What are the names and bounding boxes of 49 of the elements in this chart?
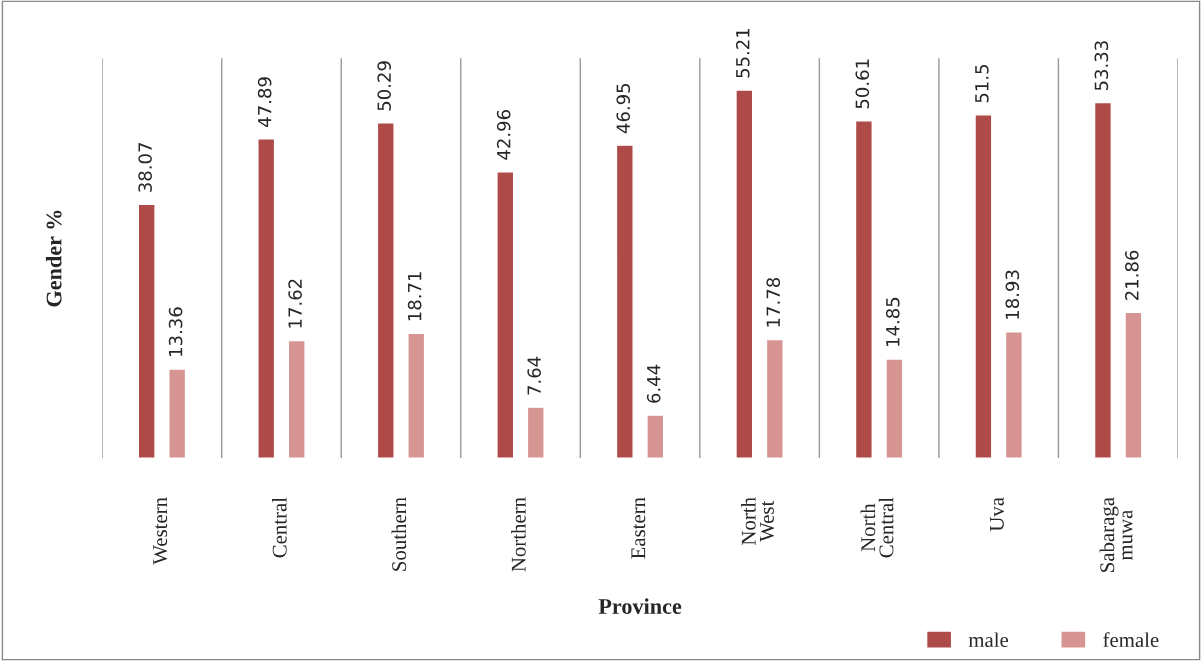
legend-label: female xyxy=(1103,632,1159,648)
data-label: 42.96 xyxy=(496,110,511,160)
bar xyxy=(407,332,426,459)
data-label: 38.07 xyxy=(138,143,152,192)
bar xyxy=(1004,331,1023,459)
bar xyxy=(168,368,187,459)
data-label: 13.36 xyxy=(168,307,183,356)
x-tick-label: Northern xyxy=(511,497,526,572)
x-tick-label: Central xyxy=(272,497,287,558)
data-label: 55.21 xyxy=(735,28,750,78)
x-tick-label: Western xyxy=(153,497,168,565)
x-axis-title: Province xyxy=(598,598,682,614)
data-label: 53.33 xyxy=(1094,41,1109,91)
bar xyxy=(1093,101,1113,459)
data-label: 51.5 xyxy=(975,65,989,103)
bar xyxy=(974,114,993,459)
x-tick-label: Eastern xyxy=(631,497,646,559)
data-label: 50.29 xyxy=(377,61,391,111)
bar xyxy=(615,144,634,459)
data-label: 17.62 xyxy=(288,279,302,328)
x-tick-label: Uva xyxy=(990,497,1004,532)
data-label: 14.85 xyxy=(885,297,900,346)
bar xyxy=(765,338,784,459)
bar xyxy=(854,120,873,459)
data-label: 46.95 xyxy=(616,83,631,134)
x-tick-label: Southern xyxy=(391,497,407,571)
x-tick-label: North Central xyxy=(860,497,894,558)
bar xyxy=(885,358,904,459)
bar xyxy=(137,203,156,459)
data-label: 6.44 xyxy=(646,364,661,403)
data-label: 18.93 xyxy=(1005,270,1020,319)
x-tick-label: Sabaraga muwa xyxy=(1099,497,1133,572)
bar xyxy=(1124,311,1143,459)
data-label: 17.78 xyxy=(766,278,781,327)
bar xyxy=(735,89,754,459)
bar xyxy=(287,339,306,459)
bar xyxy=(526,406,545,459)
x-tick-label: North West xyxy=(741,497,775,545)
data-label: 7.64 xyxy=(527,356,542,395)
y-axis-title: Gender % xyxy=(45,210,62,307)
bar xyxy=(376,122,395,459)
data-label: 18.71 xyxy=(407,272,422,321)
legend-label: male xyxy=(968,632,1009,648)
data-label: 47.89 xyxy=(257,77,272,127)
data-label: 50.61 xyxy=(855,59,870,109)
bar xyxy=(646,414,665,459)
bar xyxy=(496,171,515,459)
data-label: 21.86 xyxy=(1125,250,1139,300)
bar xyxy=(257,138,276,459)
